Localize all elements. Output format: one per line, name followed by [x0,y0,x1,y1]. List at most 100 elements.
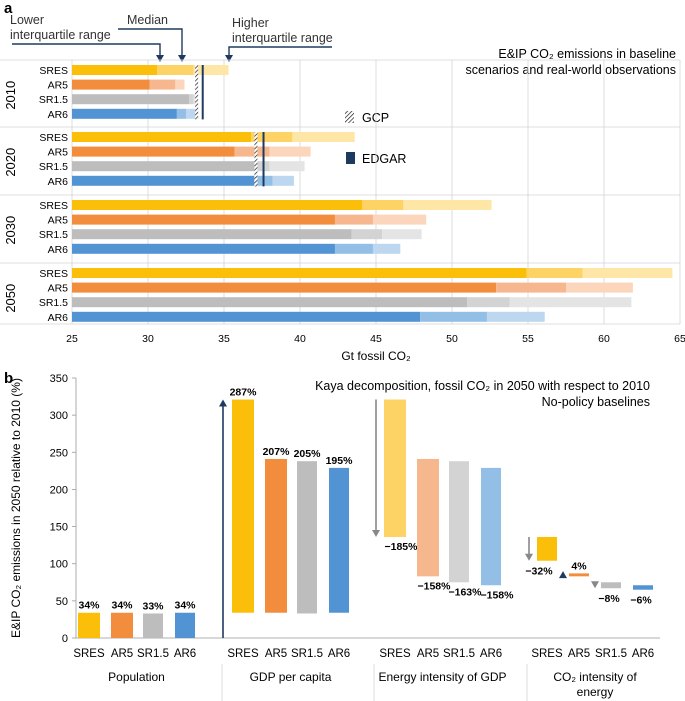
scenario-label-co-intensity-of-energy-sr1-5: SR1.5 [595,648,627,660]
bar-q3-2050-sr1-5 [509,297,632,308]
panel-a-label: a [4,0,13,17]
bar-q1-2020-ar6 [72,175,255,186]
row-label-2020-sr1-5: SR1.5 [39,161,68,173]
bar-median-2010-sres [157,65,194,75]
year-label-2020: 2020 [3,148,18,177]
median-arrow [118,28,183,56]
bar-q1-2020-sres [72,132,252,142]
y-tick-label-50: 50 [56,596,68,608]
bar-co-intensity-of-energy-ar6 [633,585,653,590]
scenario-label-energy-intensity-of-gdp-ar6: AR6 [480,648,502,660]
median-arrowhead [178,55,186,62]
data-label-energy-intensity-of-gdp-ar6: −158% [481,589,515,601]
scenario-label-population-ar6: AR6 [174,648,196,660]
scenario-label-co-intensity-of-energy-ar6: AR6 [632,648,654,660]
scenario-label-energy-intensity-of-gdp-sr1-5: SR1.5 [443,648,475,660]
row-label-2050-ar5: AR5 [48,283,69,295]
scenario-label-population-ar5: AR5 [111,648,133,660]
factor-label-co-intensity-of-energy-line1: CO₂ intensity of [553,670,637,684]
scenario-label-population-sres: SRES [73,648,105,660]
annotation-median: Median [127,13,168,27]
x-tick-label-55: 55 [522,333,534,345]
y-tick-label-250: 250 [50,447,68,459]
bar-energy-intensity-of-gdp-ar6 [481,467,501,586]
bar-q1-2050-ar6 [72,311,421,322]
bar-median-2050-sres [526,268,583,278]
bar-population-sres [78,612,100,638]
bar-q3-2030-ar6 [372,243,401,254]
row-label-2030-ar5: AR5 [48,215,69,227]
bar-median-2050-ar6 [420,311,487,322]
data-label-energy-intensity-of-gdp-sres: −185% [385,541,419,553]
bar-q1-2050-sr1-5 [72,297,468,308]
bar-q3-2020-ar6 [272,175,294,186]
data-label-energy-intensity-of-gdp-ar5: −158% [418,580,452,592]
co2-intensity-arrow-ar5-head [559,571,567,579]
scenario-label-gdp-per-capita-ar6: AR6 [328,648,350,660]
data-label-co-intensity-of-energy-ar5: 4% [571,560,587,572]
data-label-co-intensity-of-energy-sres: −32% [525,566,553,578]
row-label-2010-ar5: AR5 [48,80,69,92]
scenario-label-gdp-per-capita-sres: SRES [227,648,259,660]
x-tick-label-65: 65 [674,333,685,345]
bar-population-sr1-5 [143,613,163,638]
annotation-arrows [12,28,332,56]
x-tick-label-45: 45 [370,333,382,345]
bar-q1-2050-sres [72,268,527,278]
higher-iqr-arrow [228,46,332,56]
bar-median-2050-sr1-5 [467,297,510,308]
y-tick-label-350: 350 [50,373,68,385]
edgar-marker-2010 [201,65,204,120]
bar-q1-2030-ar6 [72,243,335,254]
annotation-lower-iqr-line1: Lower [10,13,44,27]
bar-co-intensity-of-energy-sr1-5 [601,582,621,589]
row-label-2020-ar6: AR6 [48,176,69,188]
annotation-higher-iqr-line1: Higher [232,16,269,30]
bar-median-2030-ar5 [334,214,373,225]
bar-median-2030-ar6 [334,243,373,254]
bar-co-intensity-of-energy-ar5 [569,573,589,577]
scenario-label-population-sr1-5: SR1.5 [137,648,169,660]
year-label-2030: 2030 [3,216,18,245]
panel-b-label: b [4,370,13,387]
row-label-2020-sres: SRES [39,132,68,144]
scenario-label-co-intensity-of-energy-ar5: AR5 [568,648,590,660]
data-label-population-ar5: 34% [111,600,133,612]
x-tick-label-25: 25 [66,333,78,345]
panel-b-title-line2: No-policy baselines [542,395,650,409]
bar-energy-intensity-of-gdp-sres [384,399,406,537]
x-tick-label-30: 30 [142,333,154,345]
panel-b: b Kaya decomposition, fossil CO₂ in 2050… [4,370,660,701]
bar-median-2010-sr1-5 [189,94,194,105]
bar-q3-2010-sr1-5 [193,94,197,105]
panel-b-plot: 0 50 100 150 200 250 300 350 E&IP CO₂ emissions … [9,373,660,701]
bar-q1-2010-sres [72,65,158,75]
bar-gdp-per-capita-sr1-5 [297,461,317,614]
factor-label-energy-intensity-of-gdp: Energy intensity of GDP [378,670,506,684]
bar-median-2020-ar5 [234,146,270,157]
bar-q3-2030-sres [403,200,492,210]
data-label-population-ar6: 34% [174,600,196,612]
bar-q3-2020-sres [292,132,355,142]
lower-iqr-arrowhead [156,55,164,62]
x-tick-label-40: 40 [294,333,306,345]
data-label-gdp-per-capita-sres: 287% [230,387,258,399]
data-label-co-intensity-of-energy-sr1-5: −8% [598,593,620,605]
bar-q3-2010-ar6 [186,108,199,119]
scenario-label-co-intensity-of-energy-sres: SRES [531,648,563,660]
bar-median-2020-sr1-5 [254,161,270,172]
bar-q1-2020-ar5 [72,146,235,157]
year-label-2050: 2050 [3,284,18,313]
bar-q1-2030-ar5 [72,214,335,225]
y-tick-label-150: 150 [50,522,68,534]
gcp-marker-2010 [195,65,199,120]
factor-label-gdp-per-capita: GDP per capita [250,670,332,684]
year-label-2010: 2010 [3,81,18,110]
bar-q1-2010-ar6 [72,108,177,119]
row-label-2030-ar6: AR6 [48,244,69,256]
x-tick-label-60: 60 [598,333,610,345]
edgar-legend-swatch [346,152,355,164]
data-label-gdp-per-capita-ar5: 207% [263,446,291,458]
bar-q1-2030-sres [72,200,363,210]
